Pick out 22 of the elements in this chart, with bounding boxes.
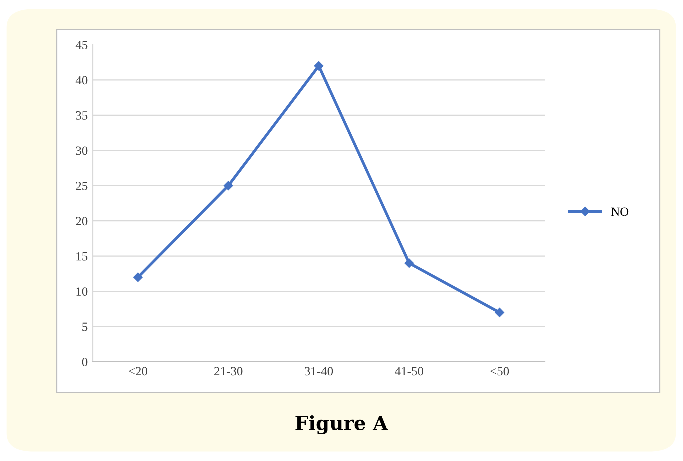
x-tick-label: 31-40 [305, 367, 334, 376]
x-tick-label: <50 [490, 367, 510, 376]
point [314, 62, 324, 71]
y-tick-label: 40 [76, 76, 88, 85]
point [495, 308, 504, 318]
x-tick-label: 21-30 [214, 367, 243, 376]
legend-label: NO [611, 208, 629, 216]
y-tick-label: 0 [82, 358, 88, 366]
point [224, 181, 234, 191]
point [404, 258, 414, 268]
x-tick-label: 41-50 [395, 367, 424, 376]
y-tick-label: 20 [76, 217, 88, 226]
y-tick-label: 10 [76, 288, 88, 296]
y-tick-label: 35 [76, 112, 88, 120]
text: Figure A [296, 415, 388, 435]
x-tick-label: <20 [129, 367, 148, 376]
y-tick-label: 45 [76, 41, 88, 50]
y-tick-label: 15 [76, 252, 88, 261]
y-tick-label: 25 [76, 182, 88, 190]
point [134, 272, 143, 282]
y-tick-label: 30 [76, 146, 88, 156]
y-tick-label: 5 [82, 322, 88, 332]
